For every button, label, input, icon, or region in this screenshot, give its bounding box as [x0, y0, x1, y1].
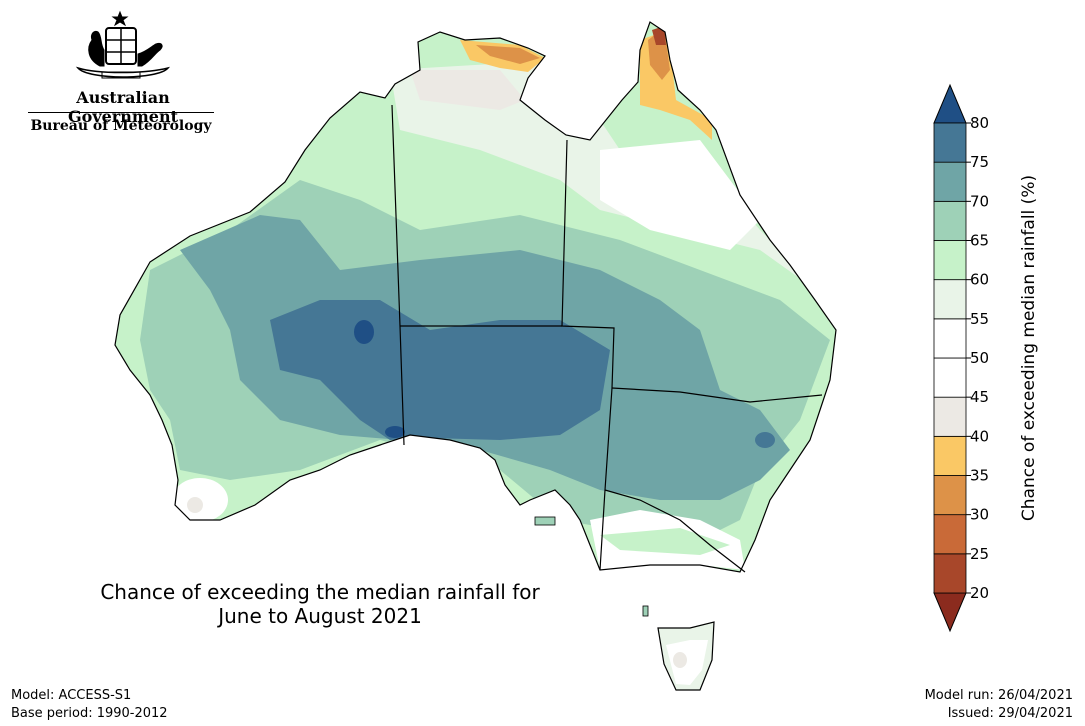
colorbar-tick-label: 65 [970, 232, 989, 250]
map-title-line1: Chance of exceeding the median rainfall … [100, 580, 540, 604]
tasmania [657, 621, 715, 691]
qld-sa-nsw-border [561, 139, 615, 571]
colorbar-tick-label: 55 [970, 310, 989, 328]
colorbar-tick-label: 60 [970, 271, 989, 289]
colorbar-bin [933, 553, 967, 594]
footer-right: Model run: 26/04/2021 Issued: 29/04/2021 [925, 687, 1073, 723]
colorbar-tick-label: 35 [970, 467, 989, 485]
base-period: Base period: 1990-2012 [11, 706, 168, 721]
logo-divider [28, 112, 214, 113]
model-run-date: Model run: 26/04/2021 [924, 688, 1073, 703]
colorbar-bin [933, 279, 967, 320]
colorbar-label: Chance of exceeding median rainfall (%) [1019, 175, 1039, 521]
colorbar-bin [933, 357, 967, 398]
colorbar-tick-label: 80 [970, 114, 989, 132]
colorbar-legend: 20 25 30 35 40 45 50 55 60 65 70 75 80 Chance of exc… [933, 83, 1039, 633]
coat-of-arms-logo [75, 10, 171, 79]
agency-name: Bureau of Meteorology [30, 118, 212, 134]
colorbar-tick-label: 45 [970, 388, 989, 406]
map-title: Chance of exceeding the median rainfall … [60, 580, 580, 628]
australia-rainfall-map [114, 21, 837, 691]
colorbar-tick-label: 70 [970, 192, 989, 210]
colorbar-bin [933, 122, 967, 163]
colorbar-tick-label: 25 [970, 545, 989, 563]
colorbar-tick-label: 50 [970, 349, 989, 367]
colorbar-bin [933, 435, 967, 476]
map-title-line2: June to August 2021 [218, 604, 422, 628]
mainland-coastline [114, 21, 837, 573]
colorbar-bin [933, 200, 967, 241]
issued-date: Issued: 29/04/2021 [947, 706, 1073, 721]
model-name: Model: ACCESS-S1 [11, 688, 132, 703]
colorbar-extension-below [933, 592, 967, 633]
colorbar-bin [933, 396, 967, 437]
kangaroo-island [534, 516, 556, 526]
colorbar-bin [933, 240, 967, 281]
colorbar-tick-label: 75 [970, 153, 989, 171]
colorbar-extension-above [933, 83, 967, 124]
state-borders [391, 104, 823, 573]
colorbar-tick-label: 40 [970, 427, 989, 445]
footer-left: Model: ACCESS-S1 Base period: 1990-2012 [11, 687, 168, 723]
colorbar-tick-label: 30 [970, 506, 989, 524]
government-name: Australian Government [67, 88, 178, 126]
nsw-vic-border [604, 489, 746, 573]
island [642, 605, 649, 617]
colorbar-bin [933, 318, 967, 359]
colorbar-bin [933, 475, 967, 516]
colorbar-bin [933, 161, 967, 202]
colorbar-bin [933, 514, 967, 555]
colorbar-tick-label: 20 [970, 584, 989, 602]
qld-nsw-border [611, 387, 823, 403]
